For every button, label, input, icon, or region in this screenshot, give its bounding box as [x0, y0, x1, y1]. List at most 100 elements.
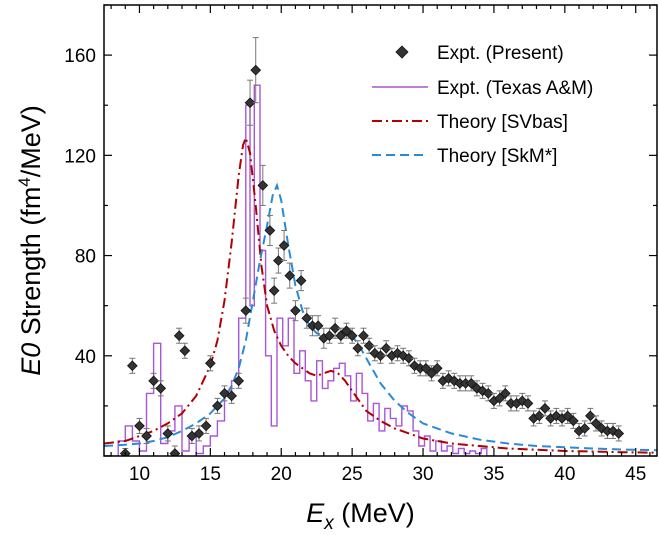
data-point-present	[443, 370, 454, 387]
diamond-marker	[126, 360, 138, 372]
data-point-present	[162, 425, 174, 442]
data-point-present	[341, 322, 352, 339]
legend-item-texas: Expt. (Texas A&M)	[372, 78, 593, 99]
diamond-marker	[155, 382, 167, 394]
data-point-present	[392, 345, 403, 362]
x-tick-label: 20	[271, 464, 292, 485]
data-point-present	[426, 365, 437, 382]
data-point-present	[363, 337, 375, 354]
diamond-marker	[533, 410, 545, 422]
diamond-marker	[358, 330, 369, 342]
diamond-marker	[539, 403, 551, 414]
data-point-present	[240, 297, 252, 324]
x-tick-label: 10	[129, 464, 150, 485]
diamond-marker	[465, 377, 477, 389]
diamond-marker	[148, 375, 159, 387]
data-point-present	[590, 415, 602, 432]
y-axis-label-tail: /MeV)	[16, 105, 46, 177]
diamond-marker	[369, 347, 381, 359]
data-point-present	[550, 407, 562, 424]
data-point-present	[329, 317, 341, 339]
data-point-present	[295, 270, 307, 292]
axes: 10 15 20 25 30 35 40 45 40 80 120 160 Ex (MeV) E0 Str…	[15, 4, 658, 534]
diamond-marker	[244, 97, 256, 109]
data-point-present	[522, 395, 534, 412]
x-axis-label: Ex (MeV)	[306, 498, 415, 534]
diamond-marker	[193, 428, 205, 439]
diamond-marker	[499, 387, 511, 399]
diamond-marker	[409, 360, 420, 372]
diamond-marker	[375, 350, 386, 362]
diamond-marker	[240, 305, 252, 317]
diamond-marker	[443, 372, 454, 384]
y-axis-label: E0 Strength (fm4/MeV)	[15, 105, 46, 376]
x-tick-label: 15	[200, 464, 221, 485]
diamond-marker	[134, 420, 145, 432]
legend-label-skm: Theory [SkM*]	[437, 146, 557, 167]
data-point-present	[250, 37, 262, 104]
diamond-marker	[471, 382, 483, 394]
diamond-marker	[257, 180, 269, 191]
data-point-present	[397, 347, 409, 364]
diamond-marker	[426, 367, 437, 379]
diamond-marker	[482, 387, 494, 399]
diamond-marker	[312, 320, 324, 332]
diamond-marker	[352, 342, 364, 354]
data-point-present	[352, 340, 364, 357]
diamond-marker	[169, 448, 181, 456]
data-point-present	[155, 380, 167, 397]
diamond-marker	[431, 362, 443, 374]
diamond-marker	[341, 325, 352, 337]
diamond-marker	[204, 357, 216, 369]
data-point-present	[460, 375, 471, 392]
data-point-present	[264, 214, 276, 247]
data-point-present	[257, 164, 269, 206]
diamond-marker	[335, 330, 347, 342]
diamond-marker	[264, 225, 276, 236]
data-point-present	[494, 390, 505, 407]
diamond-marker	[420, 362, 432, 374]
data-point-present	[219, 385, 230, 402]
data-point-present	[579, 420, 591, 437]
diamond-marker	[324, 330, 335, 342]
diamond-marker	[212, 400, 223, 412]
data-point-present	[200, 417, 212, 434]
y-tick-label: 120	[64, 146, 96, 167]
diamond-marker	[268, 285, 280, 296]
data-point-present	[346, 327, 358, 344]
diamond-marker	[179, 345, 191, 357]
diamond-marker	[562, 410, 574, 422]
data-point-present	[539, 400, 551, 417]
x-tick-label: 30	[412, 464, 433, 485]
diamond-marker	[607, 425, 619, 437]
data-point-present	[414, 360, 426, 377]
x-tick-label: 35	[483, 464, 504, 485]
diamond-marker	[295, 275, 307, 286]
data-point-present	[607, 422, 619, 439]
diamond-marker	[590, 418, 602, 429]
diamond-marker	[290, 305, 301, 317]
diamond-marker	[397, 350, 409, 362]
diamond-marker	[301, 312, 313, 324]
diamond-marker	[380, 342, 392, 354]
diamond-marker	[329, 322, 341, 334]
diamond-marker	[219, 387, 230, 399]
x-axis-label-unit: (MeV)	[334, 498, 415, 528]
y-axis-label-superscript: 4	[15, 177, 34, 186]
diamond-marker	[584, 410, 596, 422]
plot-marks	[104, 37, 657, 456]
data-point-present	[244, 79, 256, 126]
data-point-present	[233, 372, 245, 389]
data-point-present	[148, 372, 159, 389]
data-point-present	[358, 327, 369, 344]
diamond-marker	[403, 352, 415, 364]
data-point-present	[312, 315, 324, 337]
data-point-present	[204, 355, 216, 372]
diamond-marker	[550, 410, 562, 422]
data-point-present	[290, 300, 301, 322]
data-point-present	[141, 427, 152, 444]
data-point-present	[437, 372, 449, 389]
x-axis-label-symbol: E	[306, 498, 325, 528]
